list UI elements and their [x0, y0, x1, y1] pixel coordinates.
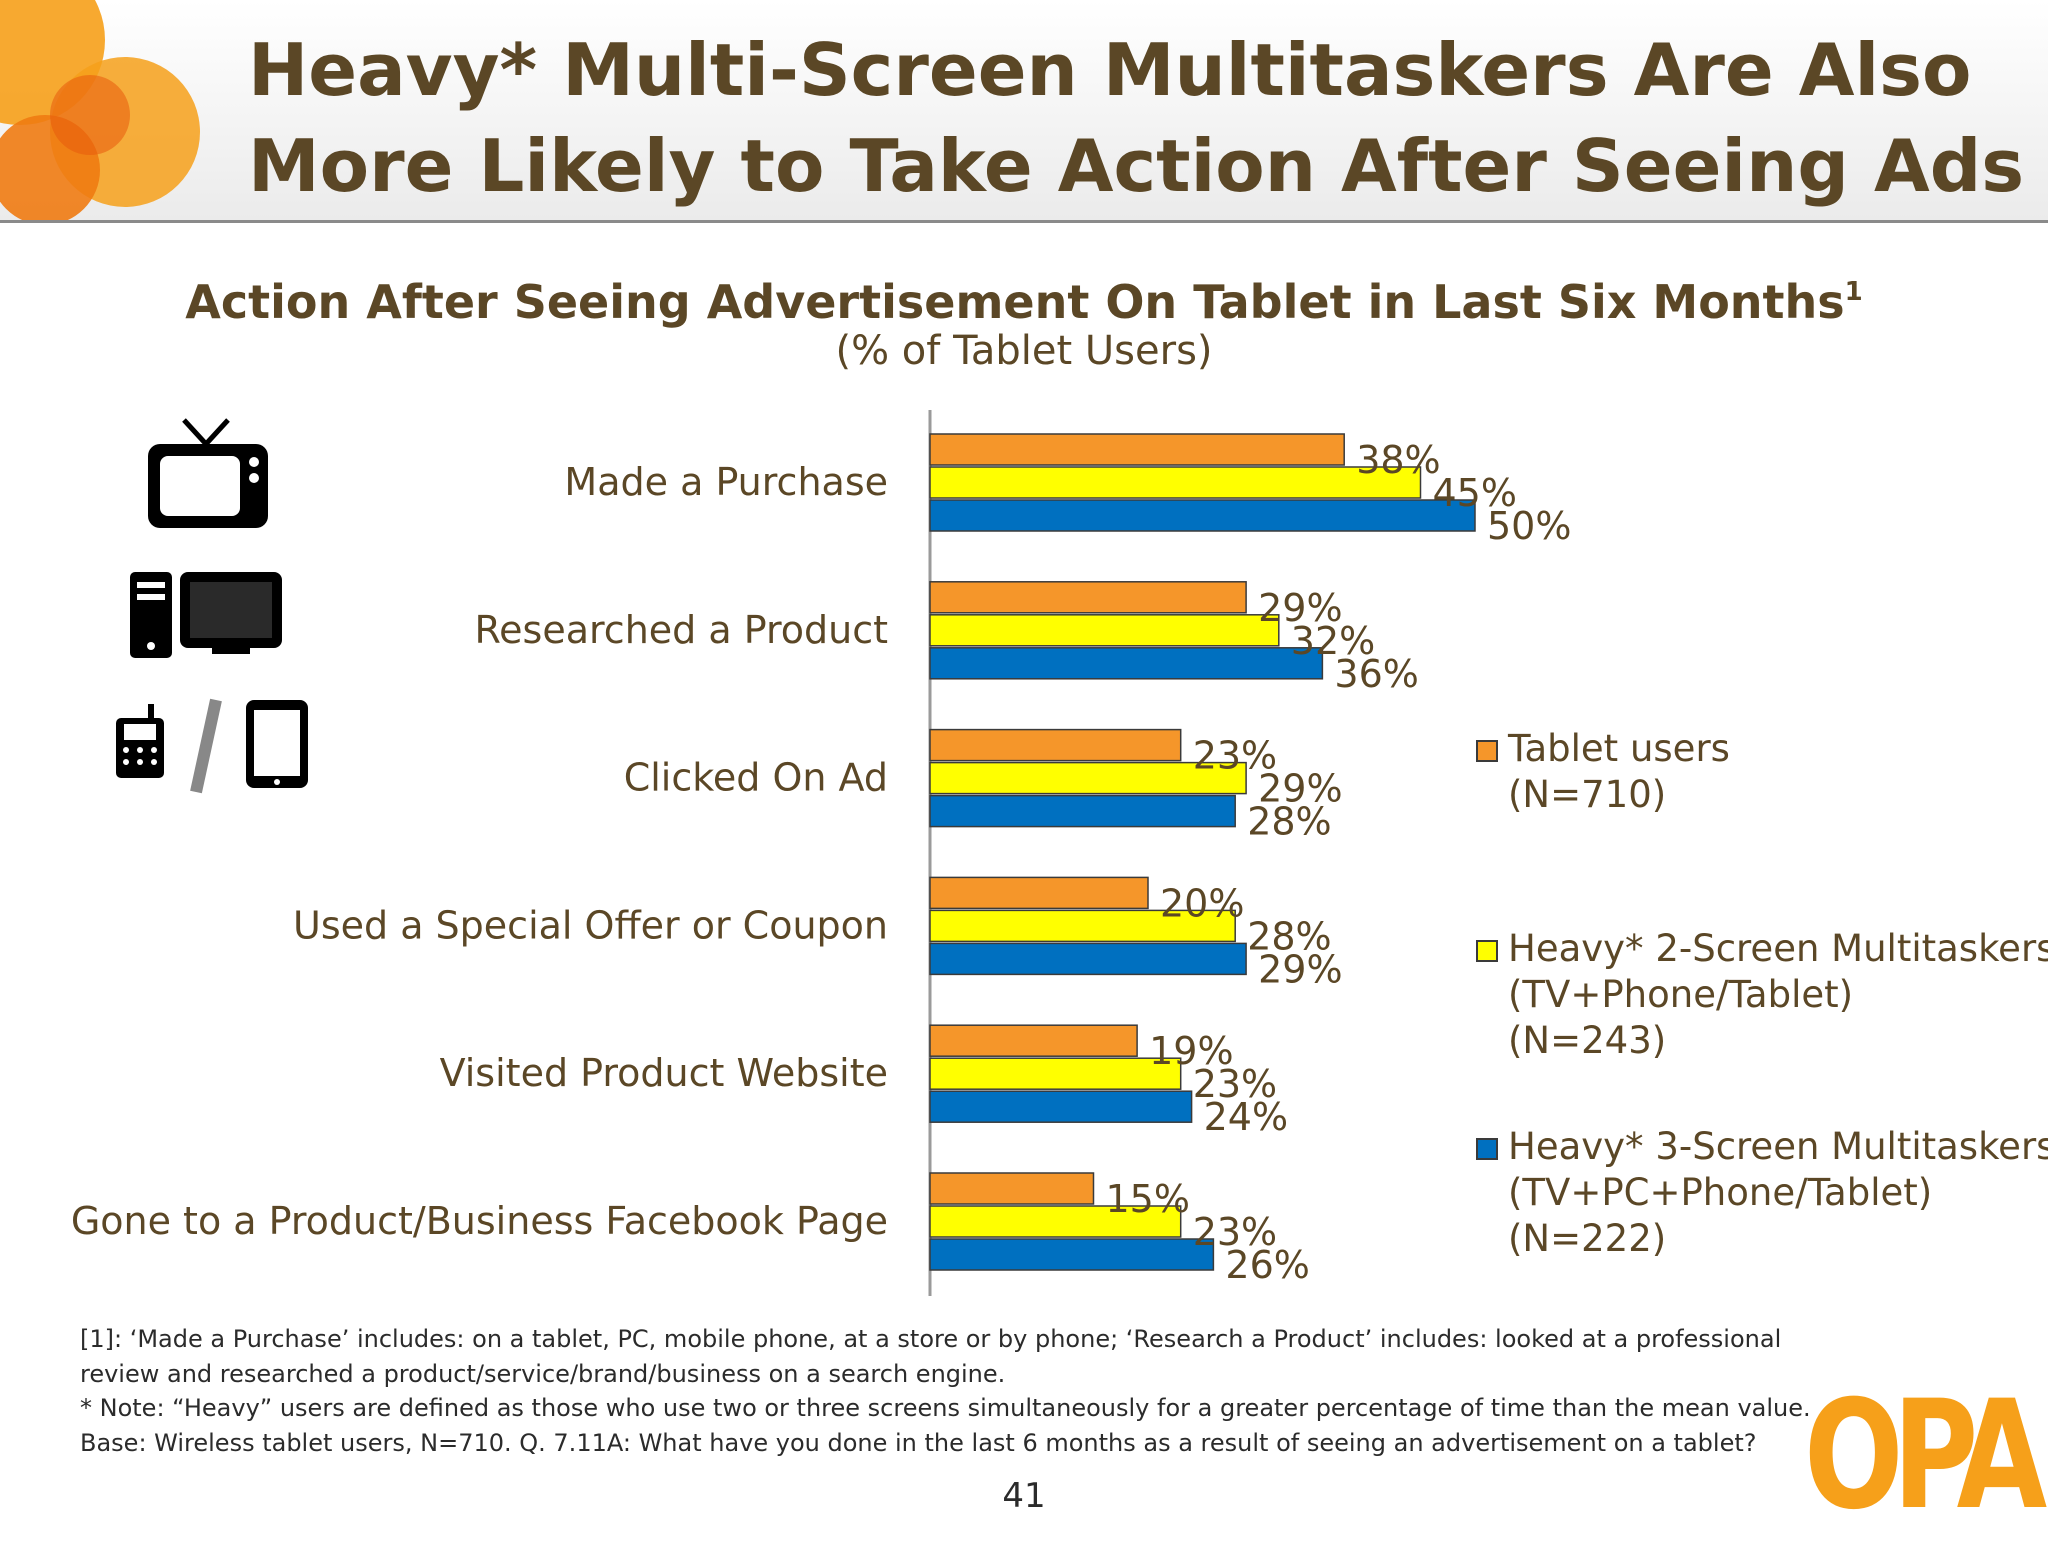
data-label: 29%: [1258, 767, 1342, 811]
legend-swatch: [1476, 740, 1498, 762]
legend-label: Tablet users (N=710): [1508, 726, 1730, 818]
footnote-line: review and researched a product/service/…: [80, 1359, 1006, 1388]
data-label: 20%: [1160, 881, 1244, 925]
bar: [929, 1024, 1138, 1057]
data-label: 23%: [1193, 734, 1277, 778]
legend-label-line: (TV+Phone/Tablet): [1508, 973, 1854, 1016]
legend-label-line: Heavy* 3-Screen Multitaskers: [1508, 1125, 2048, 1168]
chart-title-text: Action After Seeing Advertisement On Tab…: [185, 275, 1845, 329]
bar: [929, 761, 1247, 795]
chart-title-footnote-mark: 1: [1844, 277, 1863, 307]
data-label: 28%: [1247, 800, 1331, 844]
desktop-computer-icon: [130, 572, 282, 658]
legend-label-line: Heavy* 2-Screen Multitaskers: [1508, 927, 2048, 970]
bar: [929, 433, 1345, 466]
legend-label-line: (N=222): [1508, 1217, 1667, 1260]
bar: [929, 1172, 1095, 1205]
mobile-phone-icon: [116, 704, 164, 778]
bar: [929, 466, 1422, 499]
data-label: 15%: [1106, 1177, 1190, 1221]
data-label: 32%: [1291, 619, 1375, 663]
data-label: 38%: [1356, 438, 1440, 482]
legend-label-line: Tablet users: [1508, 727, 1730, 770]
data-label: 45%: [1433, 471, 1517, 515]
bar: [929, 942, 1247, 976]
category-label: Researched a Product: [474, 608, 888, 652]
data-label: 29%: [1258, 586, 1342, 630]
chart-title: Action After Seeing Advertisement On Tab…: [0, 262, 2048, 332]
bar: [929, 876, 1149, 910]
data-label: 23%: [1193, 1062, 1277, 1106]
bar: [929, 794, 1236, 828]
slide-header: Heavy* Multi-Screen Multitaskers Are Als…: [0, 0, 2048, 223]
category-label: Used a Special Offer or Coupon: [293, 903, 888, 947]
data-label: 23%: [1193, 1210, 1277, 1254]
legend-label-line: (N=243): [1508, 1019, 1667, 1062]
data-label: 36%: [1334, 652, 1418, 696]
bar: [929, 581, 1247, 614]
bar: [929, 647, 1324, 680]
page-number: 41: [1002, 1476, 1046, 1516]
bar: [929, 1205, 1182, 1238]
category-label: Gone to a Product/Business Facebook Page: [71, 1199, 888, 1243]
bar: [929, 1238, 1215, 1271]
legend-swatch: [1476, 940, 1498, 962]
legend-label: Heavy* 2-Screen Multitaskers (TV+Phone/T…: [1508, 926, 2048, 1064]
chart-subtitle: (% of Tablet Users): [835, 328, 1213, 374]
data-label: 50%: [1487, 504, 1571, 548]
bar: [929, 728, 1182, 762]
slide-title: Heavy* Multi-Screen Multitaskers Are Als…: [248, 22, 2028, 214]
legend-label-line: (N=710): [1508, 773, 1667, 816]
data-label: 28%: [1247, 914, 1331, 958]
tablet-icon: [246, 700, 308, 788]
legend-swatch: [1476, 1138, 1498, 1160]
data-label: 26%: [1225, 1243, 1309, 1287]
data-label: 19%: [1149, 1029, 1233, 1073]
bar: [929, 1090, 1193, 1123]
category-label: Clicked On Ad: [624, 756, 888, 800]
footnote-line: * Note: “Heavy” users are defined as tho…: [80, 1394, 1811, 1422]
bar: [929, 1057, 1182, 1090]
footnotes: [1]: ‘Made a Purchase’ includes: on a ta…: [80, 1322, 1811, 1460]
bar: [929, 614, 1280, 647]
screen-icons-group: [116, 418, 308, 794]
bar: [929, 909, 1236, 943]
slide-title-line1: Heavy* Multi-Screen Multitaskers Are Als…: [248, 28, 1972, 112]
data-label: 29%: [1258, 947, 1342, 991]
slash-divider-icon: [190, 698, 222, 794]
opa-logo: OPA: [1804, 1369, 2047, 1543]
footnote-line: Base: Wireless tablet users, N=710. Q. 7…: [80, 1428, 1757, 1457]
tv-icon: [148, 418, 268, 528]
footnote-line: [1]: ‘Made a Purchase’ includes: on a ta…: [80, 1325, 1782, 1353]
slide-title-line2: More Likely to Take Action After Seeing …: [248, 124, 2025, 208]
legend-label: Heavy* 3-Screen Multitaskers (TV+PC+Phon…: [1508, 1124, 2048, 1262]
legend-label-line: (TV+PC+Phone/Tablet): [1508, 1171, 1933, 1214]
brand-circles-decoration: [0, 0, 200, 220]
category-label: Made a Purchase: [564, 460, 888, 504]
category-label: Visited Product Website: [440, 1051, 888, 1095]
bar: [929, 499, 1476, 532]
data-label: 24%: [1204, 1095, 1288, 1139]
